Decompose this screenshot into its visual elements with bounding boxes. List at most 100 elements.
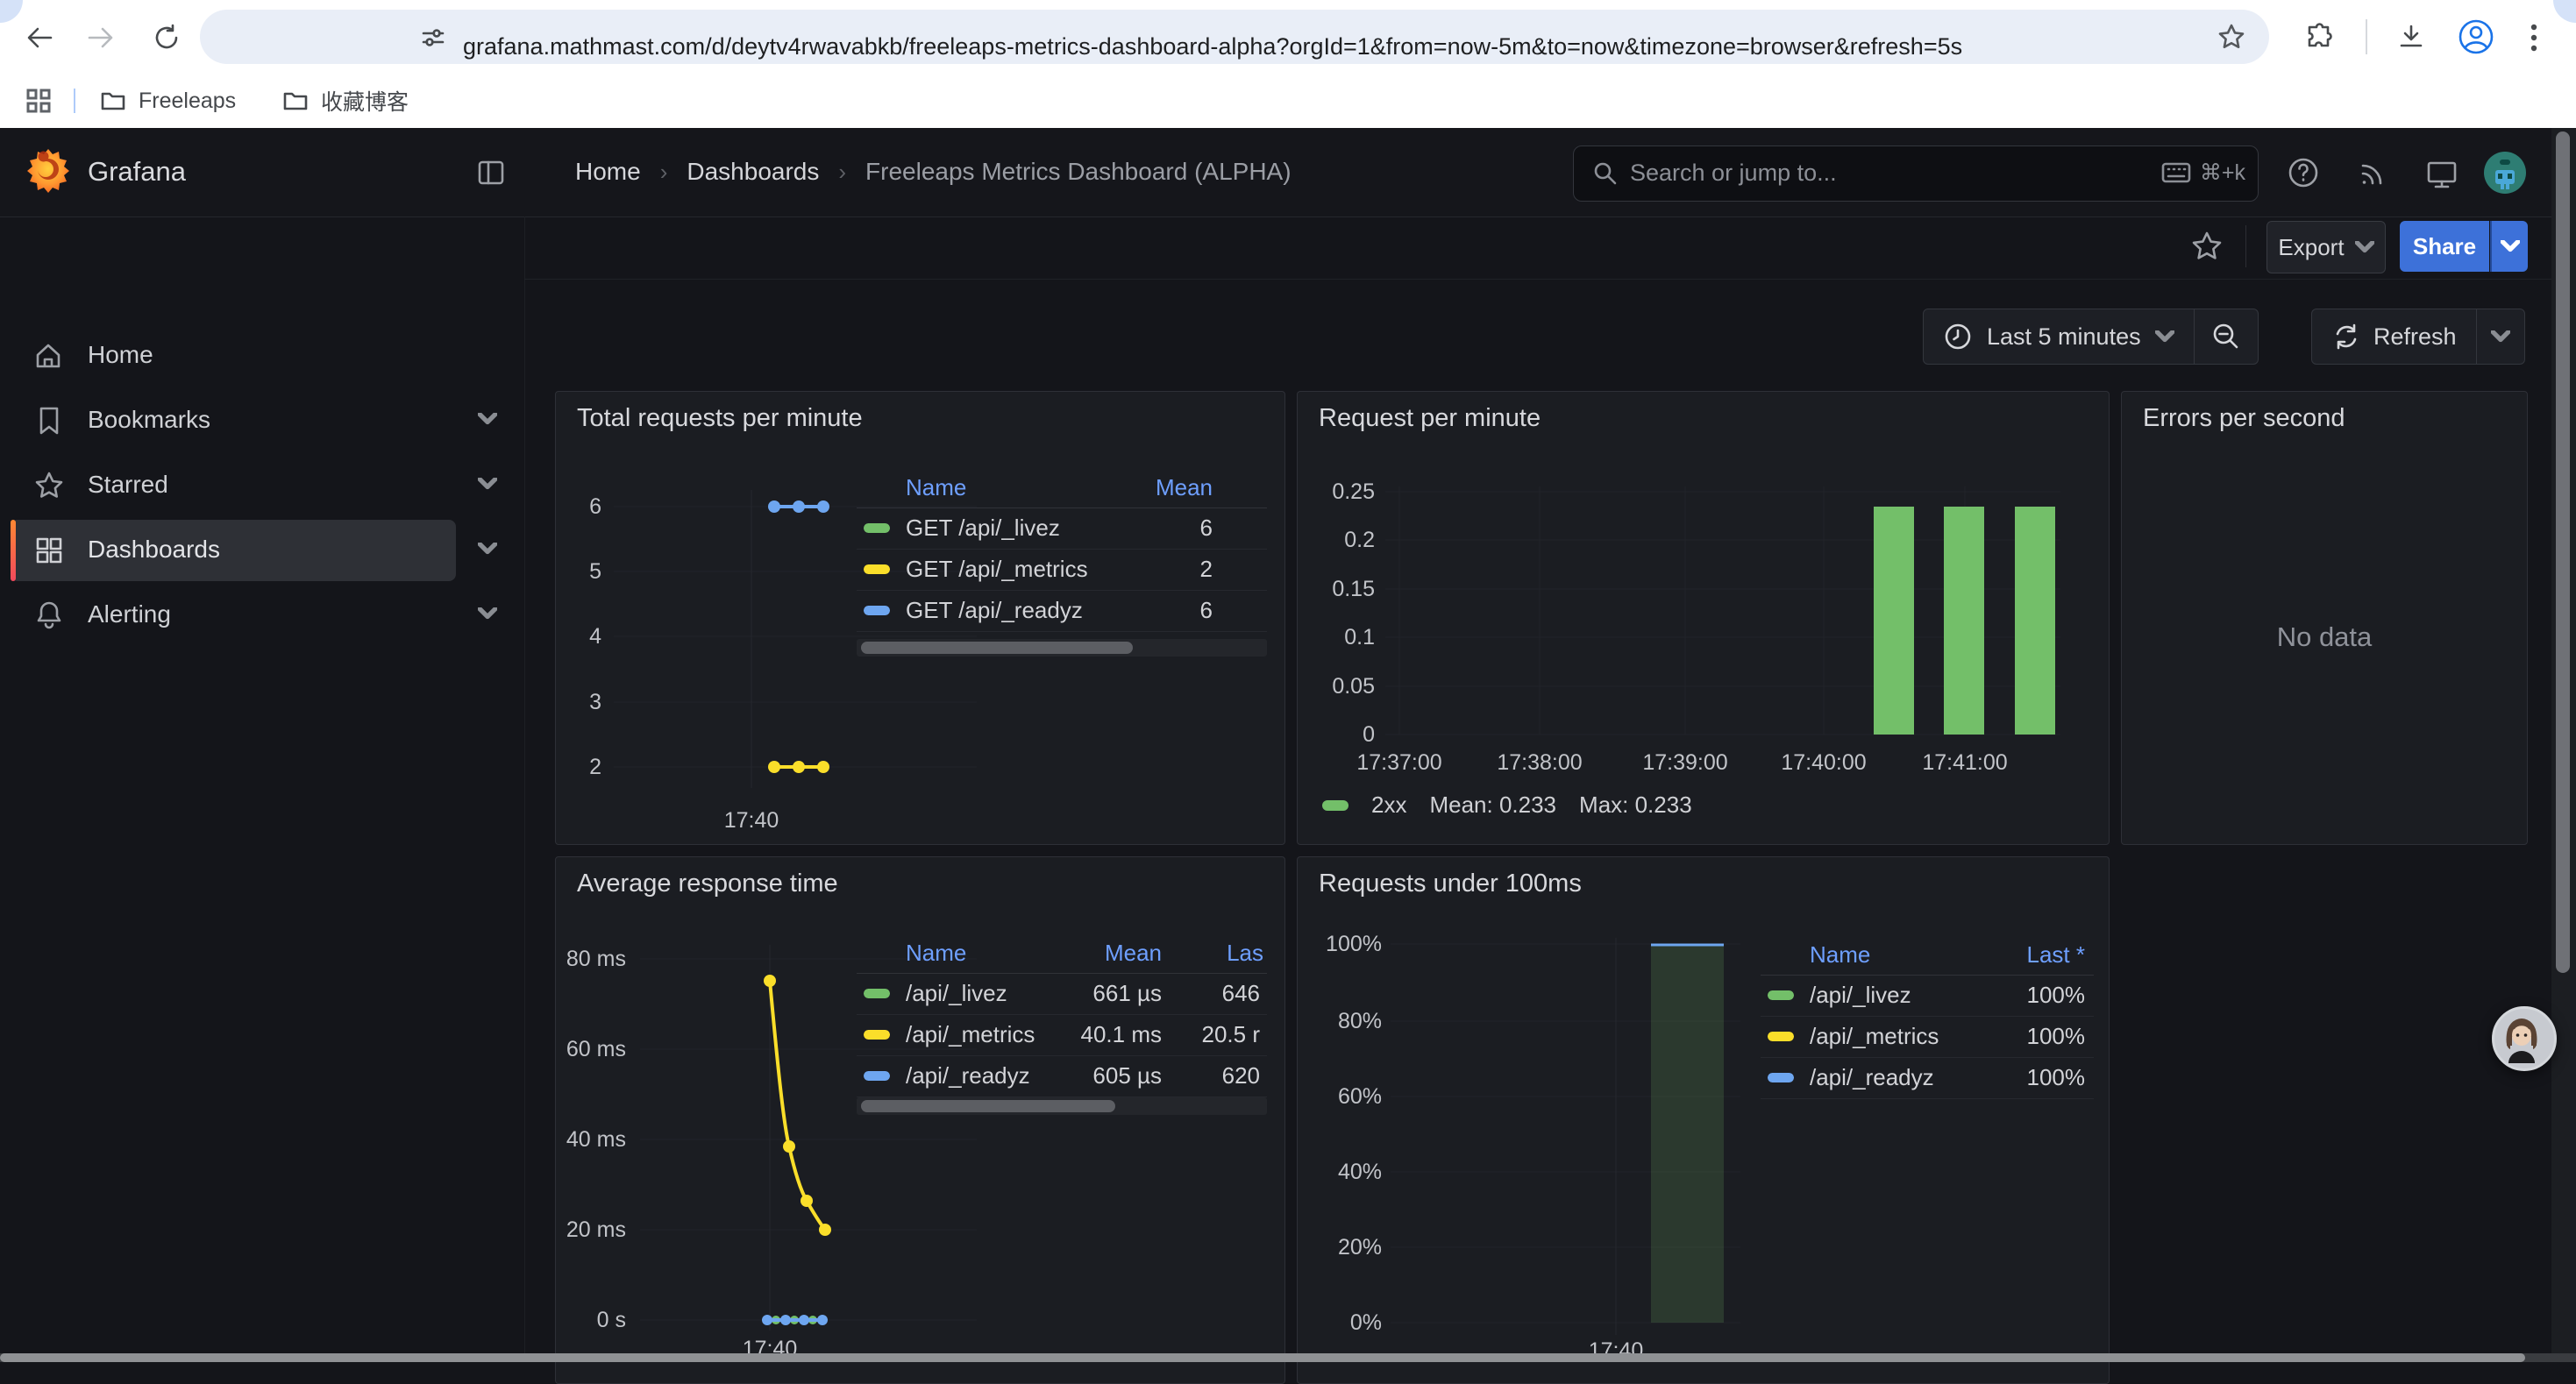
legend-row[interactable]: /api/_metrics 40.1 ms 20.5 r: [857, 1014, 1267, 1056]
vertical-scrollbar-thumb[interactable]: [2556, 131, 2570, 973]
refresh-icon: [2336, 323, 2357, 350]
panel-title[interactable]: Errors per second: [2143, 404, 2345, 432]
bookmark-folder-freeleaps[interactable]: Freeleaps: [88, 82, 248, 120]
floating-assistant-avatar[interactable]: [2492, 1006, 2557, 1071]
grafana-logo[interactable]: [26, 147, 70, 196]
horizontal-scrollbar-thumb[interactable]: [0, 1353, 2525, 1362]
sidebar-item-bookmarks[interactable]: Bookmarks: [0, 390, 524, 451]
panel-title[interactable]: Request per minute: [1319, 404, 1541, 432]
y-tick: 3: [589, 690, 601, 714]
legend-row[interactable]: GET /api/_readyz 6: [857, 590, 1267, 632]
window-corner-left: [0, 0, 23, 23]
reload-button[interactable]: [151, 22, 182, 53]
profile-avatar[interactable]: [2457, 18, 2495, 56]
bookmarks-bar: Freeleaps 收藏博客: [0, 74, 2576, 129]
zoom-out-icon: [2213, 323, 2238, 349]
bookmark-star-icon[interactable]: [2217, 22, 2246, 52]
help-icon[interactable]: [2287, 156, 2320, 189]
legend-scrollbar[interactable]: [857, 1097, 1267, 1115]
chevron-down-icon[interactable]: [478, 543, 497, 555]
y-tick: 80 ms: [566, 947, 626, 971]
panel-title[interactable]: Average response time: [577, 869, 838, 898]
sidebar-item-starred[interactable]: Starred: [0, 455, 524, 516]
back-button[interactable]: [25, 23, 54, 53]
bookmark-folder-blogs[interactable]: 收藏博客: [270, 82, 421, 120]
sidebar-item-label: Bookmarks: [88, 406, 211, 433]
user-avatar[interactable]: [2483, 151, 2527, 195]
share-button[interactable]: Share: [2400, 221, 2489, 272]
share-dropdown-button[interactable]: [2490, 221, 2528, 272]
forward-button[interactable]: [86, 23, 116, 53]
brand-title[interactable]: Grafana: [88, 156, 187, 187]
p2-legend[interactable]: 2xx Mean: 0.233 Max: 0.233: [1322, 791, 1692, 819]
legend-header: Name Mean: [857, 467, 1267, 508]
panel-errors-per-second[interactable]: Errors per second No data: [2121, 391, 2528, 845]
y-tick: 100%: [1326, 932, 1382, 956]
legend-col-mean[interactable]: Mean: [1155, 474, 1213, 500]
collapse-sidebar-icon[interactable]: [476, 158, 506, 188]
search-input[interactable]: Search or jump to... ⌘+k: [1573, 145, 2259, 202]
chevron-down-icon[interactable]: [478, 413, 497, 425]
favorite-star-icon[interactable]: [2189, 229, 2224, 264]
refresh-interval-button[interactable]: [2477, 330, 2524, 343]
monitor-kiosk-icon[interactable]: [2425, 158, 2459, 191]
legend-col-last[interactable]: Last *: [2026, 941, 2086, 968]
search-icon: [1594, 162, 1617, 185]
panel-title[interactable]: Requests under 100ms: [1319, 869, 1582, 898]
legend-col-name[interactable]: Name: [906, 940, 967, 966]
extensions-icon[interactable]: [2304, 22, 2336, 53]
horizontal-scrollbar[interactable]: [0, 1353, 2576, 1362]
sidebar-item-home[interactable]: Home: [0, 325, 524, 387]
apps-grid-icon[interactable]: [25, 87, 53, 115]
panel-total-requests[interactable]: Total requests per minute 6 5 4 3 2 17:4…: [555, 391, 1285, 845]
series-swatch: [1768, 1032, 1794, 1041]
legend-row[interactable]: GET /api/_metrics 2: [857, 549, 1267, 591]
chevron-down-icon[interactable]: [478, 478, 497, 490]
sidebar-item-alerting[interactable]: Alerting: [0, 585, 524, 646]
clock-icon: [1945, 323, 1971, 350]
series-swatch: [1768, 990, 1794, 1000]
news-rss-icon[interactable]: [2357, 158, 2388, 189]
breadcrumb-home[interactable]: Home: [575, 158, 641, 185]
time-range-button[interactable]: Last 5 minutes: [1924, 322, 2194, 351]
p4-chart: [640, 945, 977, 1331]
vertical-scrollbar[interactable]: [2551, 128, 2576, 1362]
y-tick: 6: [589, 494, 601, 519]
panel-request-per-minute[interactable]: Request per minute 0.25 0.2 0.15 0.1 0.0…: [1297, 391, 2110, 845]
x-tick: 17:40:00: [1781, 750, 1867, 775]
legend-col-name[interactable]: Name: [906, 474, 967, 500]
legend-col-last[interactable]: Las: [1227, 940, 1263, 966]
legend-row[interactable]: /api/_readyz 605 µs 620: [857, 1055, 1267, 1097]
download-icon[interactable]: [2395, 22, 2427, 53]
legend-col-name[interactable]: Name: [1810, 941, 1871, 968]
breadcrumb: Home › Dashboards › Freeleaps Metrics Da…: [575, 158, 1292, 186]
folder-icon: [101, 92, 125, 110]
legend-row[interactable]: /api/_readyz 100%: [1761, 1057, 2094, 1099]
share-label: Share: [2412, 232, 2477, 259]
site-settings-icon[interactable]: [419, 24, 447, 52]
y-tick: 40 ms: [566, 1127, 626, 1152]
legend-row[interactable]: /api/_metrics 100%: [1761, 1016, 2094, 1058]
y-tick: 80%: [1337, 1009, 1382, 1033]
legend-scrollbar[interactable]: [857, 639, 1267, 657]
breadcrumb-dashboards[interactable]: Dashboards: [687, 158, 820, 185]
keyboard-icon: [2161, 162, 2191, 183]
browser-menu-icon[interactable]: [2529, 21, 2539, 54]
url-bar[interactable]: grafana.mathmast.com/d/deytv4rwavabkb/fr…: [200, 10, 2269, 64]
panel-title[interactable]: Total requests per minute: [577, 404, 863, 432]
legend-max: Max: 0.233: [1579, 791, 1692, 818]
zoom-out-button[interactable]: [2195, 321, 2258, 352]
panel-requests-under-100ms[interactable]: Requests under 100ms 100% 80% 60% 40% 20…: [1297, 856, 2110, 1384]
chevron-down-icon[interactable]: [478, 607, 497, 620]
series-swatch: [864, 1071, 890, 1081]
legend-row[interactable]: /api/_livez 661 µs 646: [857, 973, 1267, 1015]
legend-row[interactable]: /api/_livez 100%: [1761, 975, 2094, 1017]
legend-col-mean[interactable]: Mean: [1104, 940, 1162, 966]
sidebar-item-dashboards[interactable]: Dashboards: [0, 520, 524, 581]
refresh-button[interactable]: Refresh: [2312, 322, 2476, 351]
url-text[interactable]: grafana.mathmast.com/d/deytv4rwavabkb/fr…: [463, 33, 1963, 60]
export-button[interactable]: Export: [2266, 221, 2386, 273]
p1-chart: [614, 490, 977, 788]
panel-average-response-time[interactable]: Average response time 80 ms 60 ms 40 ms …: [555, 856, 1285, 1384]
legend-row[interactable]: GET /api/_livez 6: [857, 507, 1267, 550]
